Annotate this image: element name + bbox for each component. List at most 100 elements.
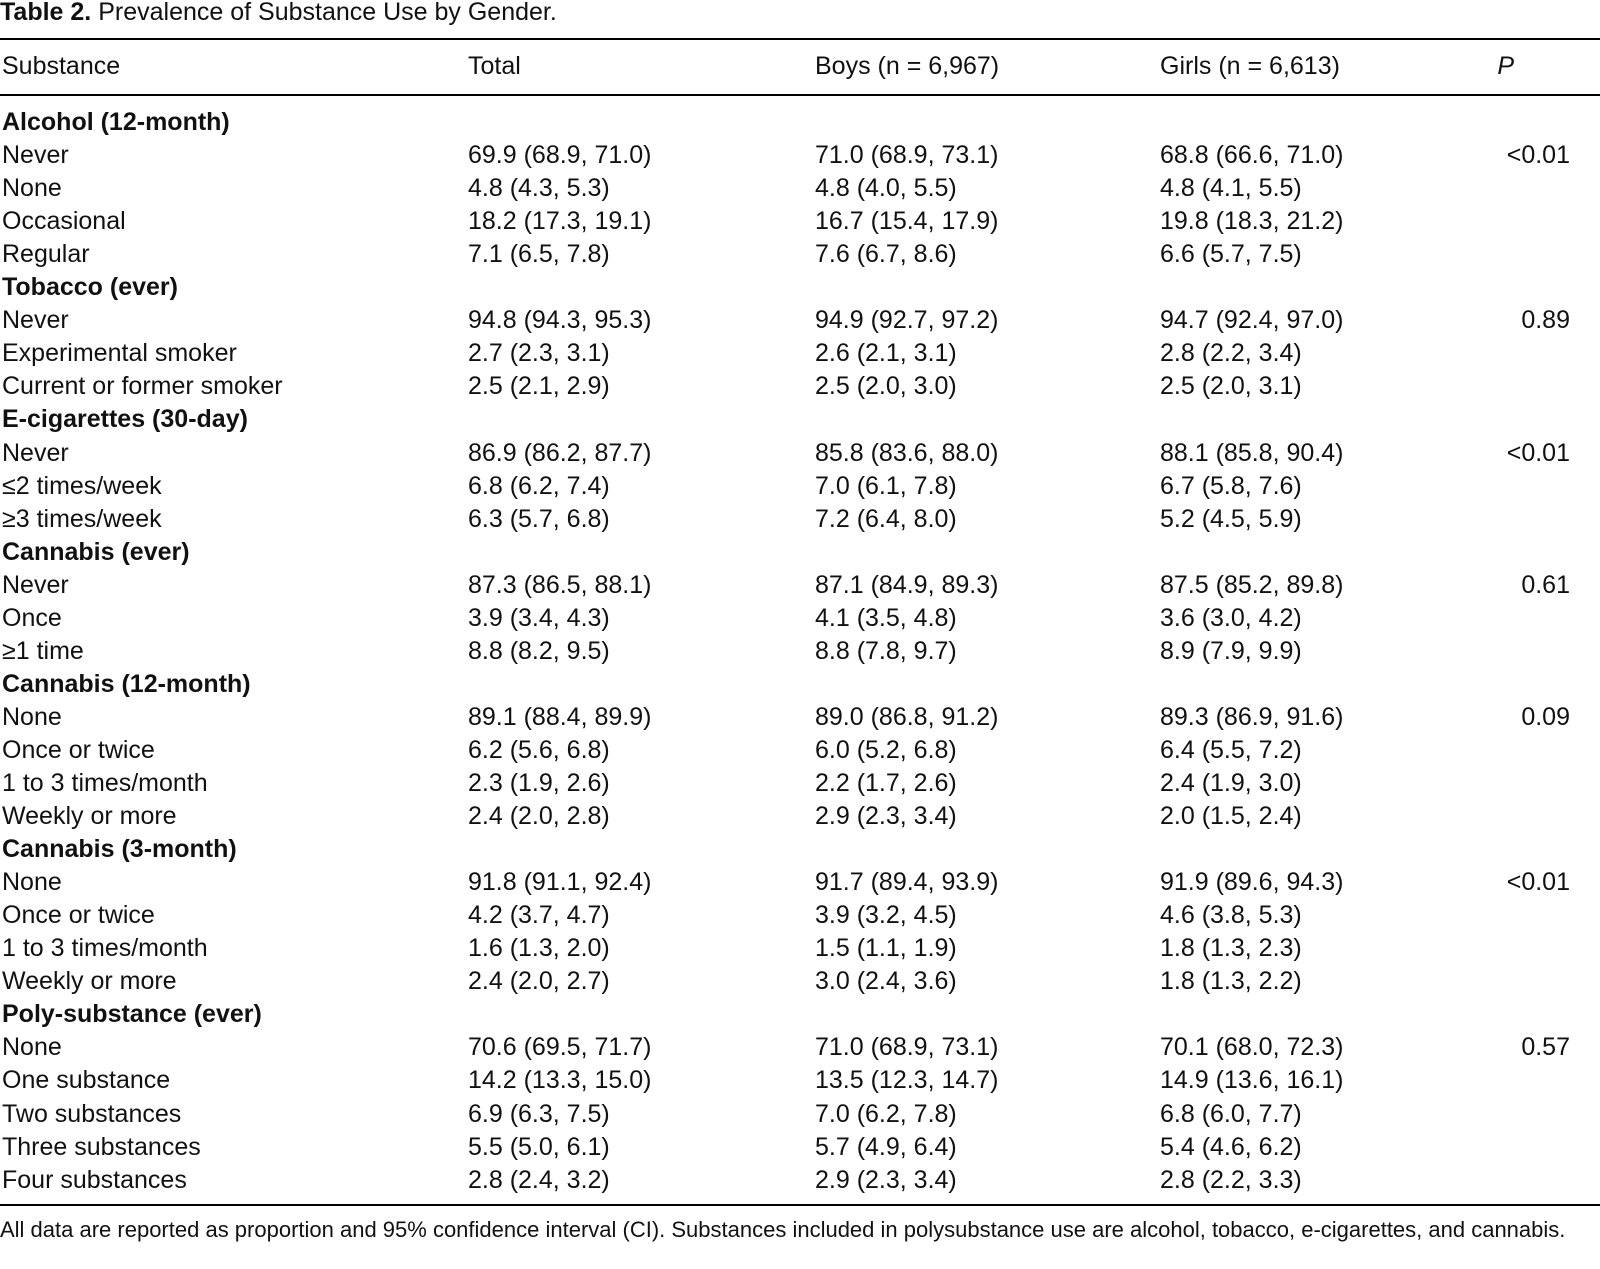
cell-total: 91.8 (91.1, 92.4) — [468, 868, 652, 896]
cell-substance: Four substances — [2, 1166, 187, 1194]
cell-boys: 2.5 (2.0, 3.0) — [815, 372, 957, 400]
cell-girls: 6.4 (5.5, 7.2) — [1160, 736, 1302, 764]
table-footnote: All data are reported as proportion and … — [0, 1217, 1566, 1242]
cell-p: <0.01 — [1506, 141, 1570, 169]
cell-boys: 6.0 (5.2, 6.8) — [815, 736, 957, 764]
cell-total: 4.2 (3.7, 4.7) — [468, 901, 610, 929]
cell-total: 2.8 (2.4, 3.2) — [468, 1166, 610, 1194]
table-label: Table 2. — [0, 0, 92, 26]
table-row: Current or former smoker 2.5 (2.1, 2.9) 2.… — [0, 369, 1600, 403]
cell-boys: 2.9 (2.3, 3.4) — [815, 1166, 957, 1194]
cell-p: <0.01 — [1506, 439, 1570, 467]
cell-boys: 71.0 (68.9, 73.1) — [815, 1033, 999, 1061]
table-row: Regular 7.1 (6.5, 7.8) 7.6 (6.7, 8.6) 6.6 (… — [0, 237, 1600, 271]
cell-substance: ≥1 time — [2, 637, 84, 665]
cell-girls: 19.8 (18.3, 21.2) — [1160, 207, 1344, 235]
cell-total: 70.6 (69.5, 71.7) — [468, 1033, 652, 1061]
cell-boys: 13.5 (12.3, 14.7) — [815, 1066, 999, 1094]
section-row: Alcohol (12-month) — [0, 105, 1600, 139]
table-row: ≥3 times/week 6.3 (5.7, 6.8) 7.2 (6.4, 8.0… — [0, 502, 1600, 536]
cell-substance: None — [2, 868, 62, 896]
table-row: Four substances 2.8 (2.4, 3.2) 2.9 (2.3, 3… — [0, 1163, 1600, 1197]
cell-girls: 68.8 (66.6, 71.0) — [1160, 141, 1344, 169]
cell-substance: Once or twice — [2, 901, 155, 929]
cell-boys: 3.9 (3.2, 4.5) — [815, 901, 957, 929]
table-row: Once 3.9 (3.4, 4.3) 4.1 (3.5, 4.8) 3.6 (3.0… — [0, 601, 1600, 635]
section-label: Poly-substance (ever) — [2, 1000, 262, 1028]
cell-substance: None — [2, 174, 62, 202]
cell-substance: None — [2, 1033, 62, 1061]
table-row: Two substances 6.9 (6.3, 7.5) 7.0 (6.2, 7.… — [0, 1097, 1600, 1131]
table-row: Once or twice 6.2 (5.6, 6.8) 6.0 (5.2, 6.8… — [0, 733, 1600, 767]
section-row: Cannabis (12-month) — [0, 667, 1600, 701]
table-row: Occasional 18.2 (17.3, 19.1) 16.7 (15.4, 1… — [0, 204, 1600, 238]
section-label: Cannabis (12-month) — [2, 670, 251, 698]
cell-substance: Never — [2, 141, 69, 169]
cell-boys: 94.9 (92.7, 97.2) — [815, 306, 999, 334]
table-row: Weekly or more 2.4 (2.0, 2.8) 2.9 (2.3, 3.… — [0, 799, 1600, 833]
cell-total: 69.9 (68.9, 71.0) — [468, 141, 652, 169]
cell-total: 6.2 (5.6, 6.8) — [468, 736, 610, 764]
cell-total: 1.6 (1.3, 2.0) — [468, 934, 610, 962]
cell-substance: Three substances — [2, 1133, 201, 1161]
header-girls: Girls (n = 6,613) — [1160, 52, 1340, 80]
cell-p: <0.01 — [1506, 868, 1570, 896]
cell-girls: 2.0 (1.5, 2.4) — [1160, 802, 1302, 830]
cell-girls: 2.5 (2.0, 3.1) — [1160, 372, 1302, 400]
cell-boys: 7.0 (6.1, 7.8) — [815, 472, 957, 500]
bottom-rule — [0, 1204, 1600, 1206]
cell-substance: Regular — [2, 240, 90, 268]
cell-boys: 4.8 (4.0, 5.5) — [815, 174, 957, 202]
cell-boys: 5.7 (4.9, 6.4) — [815, 1133, 957, 1161]
cell-girls: 5.2 (4.5, 5.9) — [1160, 505, 1302, 533]
table-row: None 70.6 (69.5, 71.7) 71.0 (68.9, 73.1) 70… — [0, 1030, 1600, 1064]
table-row: One substance 14.2 (13.3, 15.0) 13.5 (12.3… — [0, 1063, 1600, 1097]
cell-girls: 5.4 (4.6, 6.2) — [1160, 1133, 1302, 1161]
top-rule — [0, 38, 1600, 40]
cell-substance: ≥3 times/week — [2, 505, 162, 533]
cell-total: 5.5 (5.0, 6.1) — [468, 1133, 610, 1161]
table-row: Experimental smoker 2.7 (2.3, 3.1) 2.6 (2.… — [0, 336, 1600, 370]
cell-total: 3.9 (3.4, 4.3) — [468, 604, 610, 632]
cell-girls: 2.8 (2.2, 3.3) — [1160, 1166, 1302, 1194]
cell-substance: Never — [2, 439, 69, 467]
section-row: Poly-substance (ever) — [0, 997, 1600, 1031]
table-row: None 4.8 (4.3, 5.3) 4.8 (4.0, 5.5) 4.8 (4.1… — [0, 171, 1600, 205]
cell-total: 6.3 (5.7, 6.8) — [468, 505, 610, 533]
cell-total: 14.2 (13.3, 15.0) — [468, 1066, 652, 1094]
cell-total: 7.1 (6.5, 7.8) — [468, 240, 610, 268]
cell-substance: Experimental smoker — [2, 339, 237, 367]
header-boys: Boys (n = 6,967) — [815, 52, 1000, 80]
cell-total: 2.4 (2.0, 2.7) — [468, 967, 610, 995]
cell-girls: 87.5 (85.2, 89.8) — [1160, 571, 1344, 599]
table-title: Prevalence of Substance Use by Gender. — [98, 0, 557, 26]
cell-girls: 94.7 (92.4, 97.0) — [1160, 306, 1344, 334]
cell-substance: None — [2, 703, 62, 731]
cell-boys: 87.1 (84.9, 89.3) — [815, 571, 999, 599]
cell-boys: 85.8 (83.6, 88.0) — [815, 439, 999, 467]
section-label: E-cigarettes (30-day) — [2, 405, 248, 433]
header-rule — [0, 94, 1600, 96]
cell-substance: 1 to 3 times/month — [2, 769, 208, 797]
table-row: ≤2 times/week 6.8 (6.2, 7.4) 7.0 (6.1, 7.8… — [0, 469, 1600, 503]
cell-substance: Current or former smoker — [2, 372, 283, 400]
cell-girls: 2.4 (1.9, 3.0) — [1160, 769, 1302, 797]
header-p: P — [1497, 52, 1514, 80]
cell-total: 94.8 (94.3, 95.3) — [468, 306, 652, 334]
table-row: Weekly or more 2.4 (2.0, 2.7) 3.0 (2.4, 3.… — [0, 964, 1600, 998]
cell-substance: 1 to 3 times/month — [2, 934, 208, 962]
table-row: Never 69.9 (68.9, 71.0) 71.0 (68.9, 73.1) 6… — [0, 138, 1600, 172]
cell-total: 87.3 (86.5, 88.1) — [468, 571, 652, 599]
section-label: Alcohol (12-month) — [2, 108, 230, 136]
cell-girls: 2.8 (2.2, 3.4) — [1160, 339, 1302, 367]
section-label: Cannabis (ever) — [2, 538, 190, 566]
cell-substance: Occasional — [2, 207, 126, 235]
cell-total: 86.9 (86.2, 87.7) — [468, 439, 652, 467]
header-substance: Substance — [2, 52, 121, 80]
cell-girls: 8.9 (7.9, 9.9) — [1160, 637, 1302, 665]
table-row: Never 86.9 (86.2, 87.7) 85.8 (83.6, 88.0) 8… — [0, 436, 1600, 470]
table-row: Once or twice 4.2 (3.7, 4.7) 3.9 (3.2, 4.5… — [0, 898, 1600, 932]
section-row: Cannabis (ever) — [0, 535, 1600, 569]
cell-girls: 14.9 (13.6, 16.1) — [1160, 1066, 1344, 1094]
cell-girls: 6.6 (5.7, 7.5) — [1160, 240, 1302, 268]
